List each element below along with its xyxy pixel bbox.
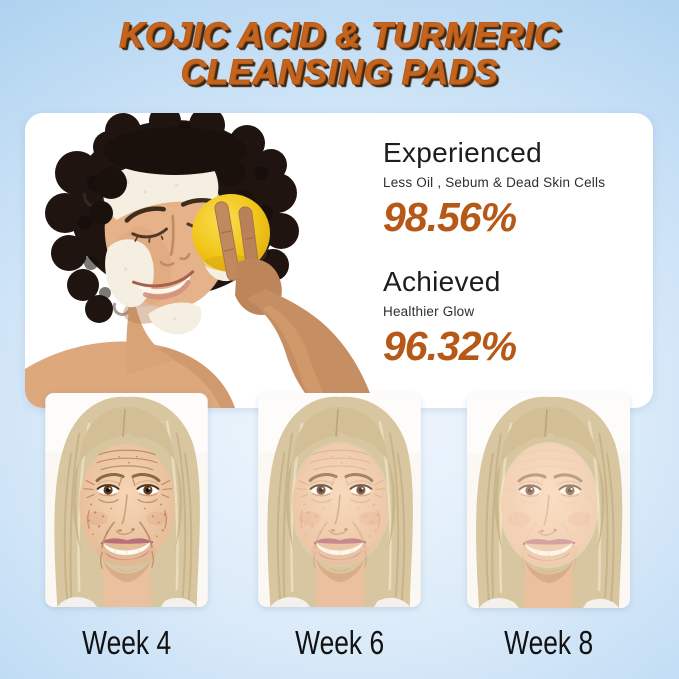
stats-panel: Experienced Less Oil , Sebum & Dead Skin… bbox=[383, 137, 647, 370]
stat-achieved: Achieved Healthier Glow 96.32% bbox=[383, 266, 647, 370]
title-line-2: CLEANSING PADS bbox=[180, 53, 499, 92]
stat-experienced: Experienced Less Oil , Sebum & Dead Skin… bbox=[383, 137, 647, 241]
hero-photo bbox=[25, 113, 393, 408]
week4-photo bbox=[45, 393, 208, 607]
stat-detail: Less Oil , Sebum & Dead Skin Cells bbox=[383, 175, 606, 190]
hero-hand bbox=[214, 201, 375, 408]
stat-value: 98.56% bbox=[383, 194, 517, 240]
title-line-1: KOJIC ACID & TURMERIC bbox=[119, 16, 560, 55]
hero-card: Experienced Less Oil , Sebum & Dead Skin… bbox=[25, 113, 653, 408]
stat-value: 96.32% bbox=[383, 323, 517, 369]
week8-label: Week 8 bbox=[503, 624, 594, 661]
week4-label: Week 4 bbox=[81, 624, 172, 661]
stat-heading: Achieved bbox=[383, 266, 501, 297]
week6-label: Week 6 bbox=[294, 624, 385, 661]
week8-photo bbox=[467, 393, 630, 608]
stat-detail: Healthier Glow bbox=[383, 304, 475, 319]
week6-photo bbox=[258, 393, 421, 607]
product-title: KOJIC ACID & TURMERIC CLEANSING PADS bbox=[0, 16, 679, 92]
stat-heading: Experienced bbox=[383, 137, 542, 168]
hero-face bbox=[103, 157, 247, 335]
